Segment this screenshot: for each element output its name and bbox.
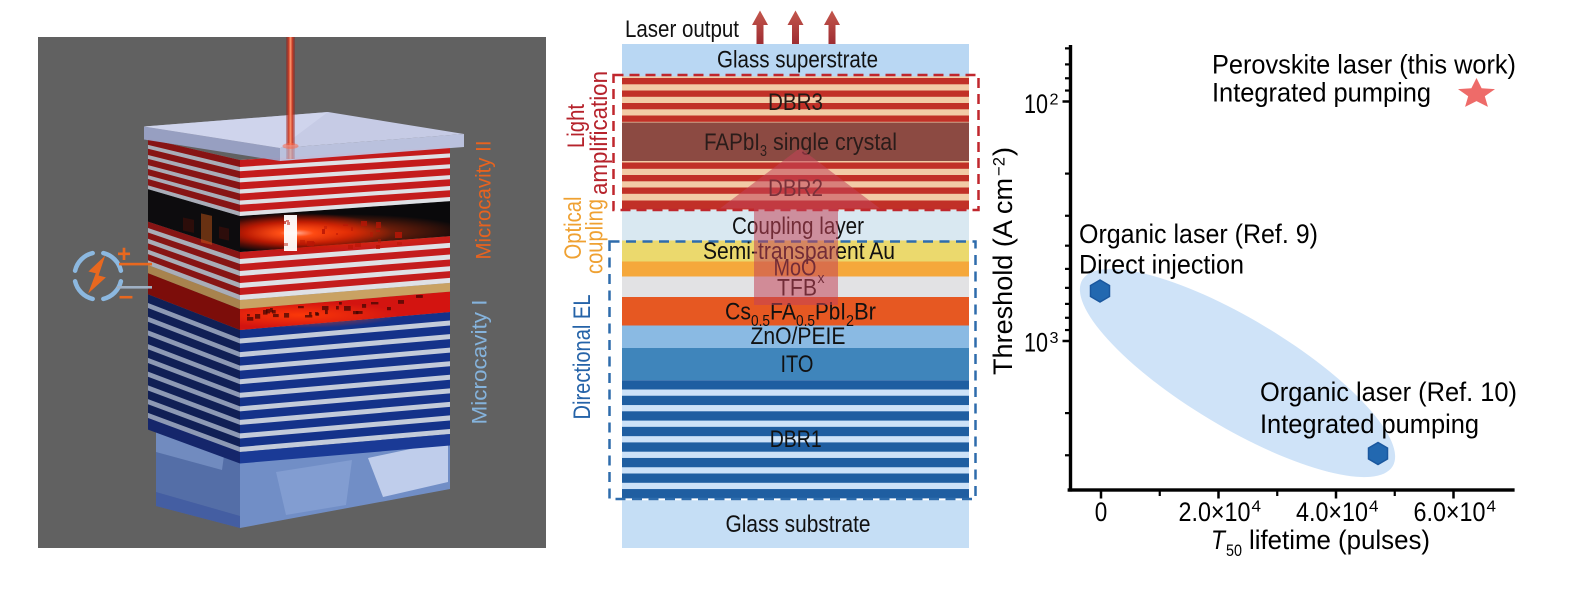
svg-text:0.5: 0.5 [751, 313, 770, 330]
svg-text:Laser output: Laser output [625, 16, 739, 43]
svg-text:Glass substrate: Glass substrate [726, 511, 871, 538]
svg-text:ZnO/PEIE: ZnO/PEIE [751, 323, 846, 350]
svg-text:50: 50 [1226, 541, 1242, 560]
svg-text:Glass superstrate: Glass superstrate [717, 47, 878, 74]
svg-text:0.5: 0.5 [796, 313, 815, 330]
svg-text:Microcavity II: Microcavity II [473, 141, 496, 260]
svg-text:ITO: ITO [781, 351, 814, 378]
svg-text:DBR3: DBR3 [768, 89, 823, 116]
svg-text:2: 2 [846, 313, 854, 330]
svg-text:Threshold (A cm: Threshold (A cm [988, 178, 1018, 375]
svg-text:Perovskite laser (this work): Perovskite laser (this work) [1212, 50, 1516, 80]
svg-text:Direct injection: Direct injection [1079, 250, 1244, 280]
svg-text:4: 4 [1487, 499, 1497, 516]
svg-text:10: 10 [1024, 328, 1048, 358]
svg-text:Integrated pumping: Integrated pumping [1212, 78, 1431, 108]
svg-text:T: T [1211, 525, 1227, 555]
svg-text:−2: −2 [990, 157, 1009, 176]
svg-text:–: – [119, 280, 133, 310]
svg-text:4: 4 [1252, 499, 1262, 516]
svg-text:2.0×10: 2.0×10 [1179, 497, 1251, 527]
svg-text:4.0×10: 4.0×10 [1296, 497, 1368, 527]
svg-text:+: + [117, 241, 131, 268]
svg-text:Organic laser (Ref. 9): Organic laser (Ref. 9) [1079, 219, 1318, 249]
svg-text:Optical: Optical [560, 197, 587, 260]
svg-text:lifetime (pulses): lifetime (pulses) [1249, 525, 1430, 555]
svg-text:Br: Br [854, 299, 876, 326]
svg-text:3: 3 [760, 143, 767, 160]
svg-text:single crystal: single crystal [773, 129, 897, 156]
svg-text:FAPbI: FAPbI [704, 129, 760, 156]
svg-text:10: 10 [1024, 89, 1048, 119]
svg-text:Light: Light [563, 104, 590, 148]
svg-text:Microcavity I: Microcavity I [469, 300, 492, 425]
svg-text:0: 0 [1095, 497, 1108, 527]
svg-text:Organic laser (Ref. 10): Organic laser (Ref. 10) [1260, 377, 1517, 407]
svg-text:coupling: coupling [582, 199, 609, 274]
svg-text:2: 2 [1050, 91, 1059, 108]
svg-text:4: 4 [1369, 499, 1379, 516]
svg-text:Cs: Cs [725, 299, 751, 326]
svg-text:6.0×10: 6.0×10 [1414, 497, 1486, 527]
svg-text:Integrated pumping: Integrated pumping [1260, 409, 1479, 439]
svg-text:Directional EL: Directional EL [569, 295, 596, 420]
svg-text:amplification: amplification [586, 71, 613, 195]
svg-text:): ) [988, 147, 1018, 156]
svg-text:DBR1: DBR1 [770, 426, 822, 453]
svg-text:3: 3 [1050, 330, 1059, 347]
